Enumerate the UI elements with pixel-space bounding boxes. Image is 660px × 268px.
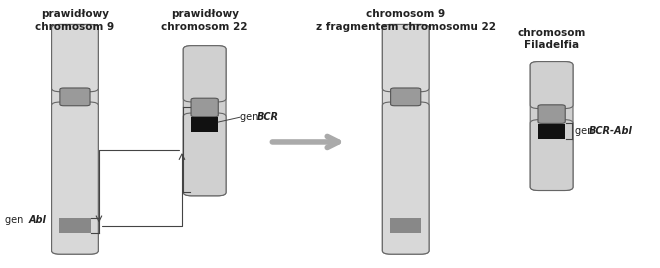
FancyBboxPatch shape [51,102,98,254]
Text: chromosom
Filadelfia: chromosom Filadelfia [517,28,586,50]
Bar [59,218,90,233]
FancyBboxPatch shape [382,24,429,92]
FancyBboxPatch shape [51,24,98,92]
Text: prawidłowy
chromosom 22: prawidłowy chromosom 22 [162,9,248,32]
FancyBboxPatch shape [183,46,226,196]
FancyBboxPatch shape [183,46,226,102]
Text: BCR: BCR [257,112,279,122]
Bar [191,117,218,132]
FancyBboxPatch shape [391,88,421,106]
Text: BCR-Abl: BCR-Abl [589,126,633,136]
Bar [390,218,421,233]
FancyBboxPatch shape [191,98,218,117]
FancyBboxPatch shape [60,88,90,106]
Text: chromosom 9
z fragmentem chromosomu 22: chromosom 9 z fragmentem chromosomu 22 [315,9,496,32]
FancyBboxPatch shape [530,62,573,109]
Text: gen: gen [575,126,597,136]
Text: gen: gen [240,112,262,122]
Text: prawidłowy
chromosom 9: prawidłowy chromosom 9 [36,9,115,32]
FancyBboxPatch shape [538,105,565,123]
FancyBboxPatch shape [382,24,429,254]
Text: gen: gen [5,215,26,225]
Text: Abl: Abl [29,215,47,225]
Bar [538,124,565,139]
FancyBboxPatch shape [183,113,226,196]
FancyBboxPatch shape [530,120,573,191]
FancyBboxPatch shape [530,62,573,191]
FancyBboxPatch shape [51,24,98,254]
FancyBboxPatch shape [382,102,429,254]
